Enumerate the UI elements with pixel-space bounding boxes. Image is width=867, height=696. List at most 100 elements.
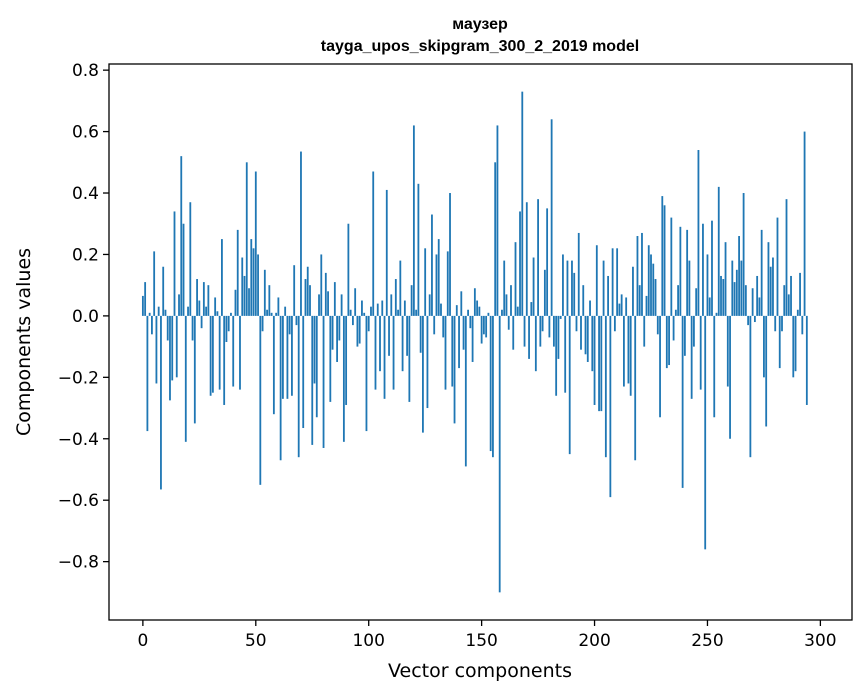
bar-component-163 [510, 285, 512, 316]
bar-component-223 [645, 295, 648, 316]
bar-component-167 [519, 211, 521, 316]
bar-component-140 [458, 315, 460, 369]
bar-component-91 [347, 223, 350, 316]
bar-component-75 [311, 315, 314, 445]
bar-component-38 [227, 315, 230, 332]
bar-component-191 [573, 272, 576, 316]
bar-component-11 [166, 315, 169, 341]
bar-component-286 [787, 294, 790, 316]
x-axis: 0 50 100 150 200 250 300 [137, 620, 837, 651]
bar-component-207 [609, 315, 612, 498]
bar-component-63 [284, 306, 287, 316]
bar-component-45 [243, 275, 246, 316]
bar-component-25 [198, 300, 201, 316]
bar-component-252 [711, 220, 713, 316]
bar-component-186 [562, 254, 564, 316]
bar-component-239 [681, 315, 684, 488]
bar-component-256 [720, 275, 722, 316]
bar-component-81 [324, 272, 327, 316]
y-tick-label: −0.8 [58, 553, 99, 573]
bar-component-56 [268, 285, 271, 316]
y-tick-label: 0.4 [72, 184, 99, 204]
bar-component-42 [236, 229, 239, 316]
bar-component-226 [652, 263, 655, 316]
x-tick-label: 200 [578, 631, 610, 651]
bar-component-74 [309, 285, 311, 316]
bar-component-195 [582, 285, 585, 316]
bar-component-266 [742, 193, 745, 316]
bar-component-96 [358, 315, 361, 344]
bar-component-129 [433, 315, 436, 335]
bar-component-255 [717, 186, 720, 316]
bar-component-250 [706, 254, 709, 316]
bar-component-183 [555, 315, 558, 396]
bar-component-218 [634, 315, 637, 461]
bar-component-40 [232, 315, 235, 387]
bar-component-284 [783, 285, 786, 316]
bar-component-230 [661, 196, 664, 316]
bar-component-26 [200, 315, 203, 329]
bar-component-263 [735, 269, 738, 316]
chart-title: маузер [452, 16, 508, 33]
bar-component-147 [473, 288, 476, 316]
bar-component-65 [288, 315, 291, 335]
bar-component-174 [534, 315, 537, 372]
bar-component-180 [548, 315, 551, 338]
bar-component-156 [494, 162, 497, 316]
bar-component-33 [216, 311, 219, 316]
bar-component-157 [496, 125, 499, 316]
bar-component-225 [650, 254, 652, 316]
bar-component-84 [331, 315, 334, 350]
y-tick-label: −0.2 [58, 368, 99, 388]
bar-component-102 [372, 171, 375, 316]
bar-component-187 [564, 315, 567, 393]
bar-component-113 [397, 309, 399, 316]
x-tick-label: 50 [245, 631, 267, 651]
bar-component-116 [403, 300, 406, 316]
bar-component-48 [250, 239, 253, 316]
bar-component-89 [342, 315, 345, 442]
bar-component-135 [446, 251, 449, 316]
bar-component-153 [487, 312, 490, 316]
bar-component-184 [557, 315, 560, 359]
bar-component-87 [338, 315, 341, 341]
bar-component-90 [345, 315, 348, 405]
bar-component-52 [259, 315, 262, 485]
bar-component-24 [196, 279, 198, 316]
bar-component-142 [462, 315, 465, 350]
x-tick-label: 250 [691, 631, 723, 651]
bar-component-133 [442, 315, 445, 338]
bar-component-149 [478, 306, 481, 316]
bar-component-190 [571, 260, 573, 316]
bar-component-155 [492, 315, 494, 458]
bar-component-137 [451, 315, 454, 387]
bar-component-94 [354, 288, 357, 316]
bar-component-118 [408, 315, 411, 402]
bar-component-189 [568, 315, 571, 455]
bar-component-27 [202, 282, 205, 316]
bar-component-73 [306, 266, 309, 316]
bar-component-196 [584, 315, 587, 355]
bar-component-293 [803, 131, 806, 316]
bar-component-193 [577, 232, 580, 316]
bar-component-80 [322, 315, 325, 448]
bar-component-28 [205, 306, 208, 316]
chart-subtitle: tayga_upos_skipgram_300_2_2019 model [321, 38, 639, 55]
bar-component-271 [753, 315, 756, 323]
bar-component-235 [672, 315, 675, 341]
bar-component-154 [489, 315, 492, 452]
bar-component-151 [482, 315, 485, 335]
bar-component-82 [327, 291, 329, 316]
bar-component-212 [620, 294, 623, 316]
y-axis-label: Components values [13, 248, 35, 436]
bar-component-227 [654, 279, 657, 316]
bar-component-277 [767, 242, 770, 316]
bar-component-165 [514, 242, 517, 316]
bar-component-78 [318, 294, 320, 316]
bar-component-19 [184, 315, 187, 442]
bar-component-276 [765, 315, 768, 427]
bar-component-105 [379, 315, 381, 372]
bar-component-168 [521, 91, 524, 316]
